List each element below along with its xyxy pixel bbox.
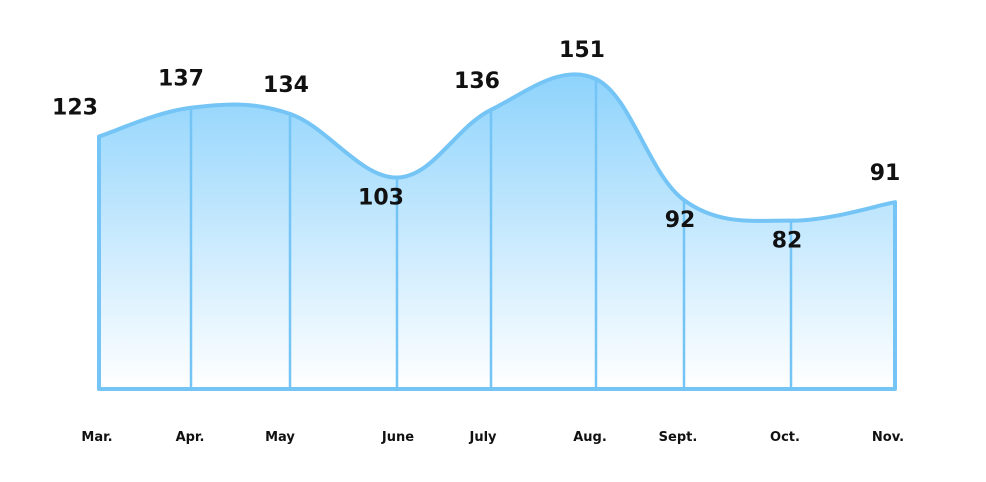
- month-dividers: [189, 79, 793, 389]
- tick-label-apr: Apr.: [176, 430, 205, 445]
- tick-label-aug: Aug.: [573, 430, 607, 445]
- tick-label-sept: Sept.: [659, 430, 698, 445]
- data-label-oct: 82: [772, 229, 803, 254]
- tick-label-nov: Nov.: [872, 430, 904, 445]
- data-label-may: 134: [263, 73, 309, 98]
- data-label-apr: 137: [158, 67, 204, 92]
- data-labels: 123 137 134 103 136 151 92 82 91: [52, 38, 900, 254]
- data-label-mar: 123: [52, 95, 98, 120]
- tick-label-july: July: [468, 430, 497, 445]
- tick-label-june: June: [381, 430, 414, 445]
- x-axis-tick-labels: Mar. Apr. May June July Aug. Sept. Oct. Nov.: [81, 430, 904, 445]
- tick-label-oct: Oct.: [770, 430, 800, 445]
- data-label-june: 103: [358, 186, 404, 211]
- data-label-nov: 91: [870, 161, 901, 186]
- tick-label-may: May: [265, 430, 295, 445]
- data-label-july: 136: [454, 69, 500, 94]
- tick-label-mar: Mar.: [81, 430, 112, 445]
- area-outline: [97, 72, 897, 391]
- area-fill: [99, 74, 895, 389]
- data-label-aug: 151: [559, 38, 605, 63]
- data-label-sept: 92: [665, 208, 696, 233]
